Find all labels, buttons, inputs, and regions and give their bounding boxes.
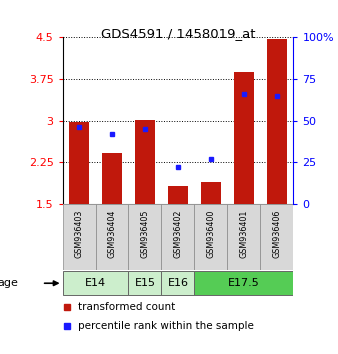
Bar — [135, 120, 155, 204]
Bar — [267, 39, 287, 204]
FancyBboxPatch shape — [162, 272, 194, 295]
Text: E14: E14 — [85, 278, 106, 288]
Text: GDS4591 / 1458019_at: GDS4591 / 1458019_at — [101, 27, 256, 40]
FancyBboxPatch shape — [227, 204, 260, 270]
Text: GSM936403: GSM936403 — [74, 210, 83, 258]
Text: GSM936404: GSM936404 — [107, 210, 117, 258]
FancyBboxPatch shape — [63, 204, 96, 270]
Text: GSM936406: GSM936406 — [272, 210, 282, 258]
Text: percentile rank within the sample: percentile rank within the sample — [77, 321, 254, 331]
FancyBboxPatch shape — [194, 272, 293, 295]
Text: GSM936400: GSM936400 — [207, 210, 215, 258]
FancyBboxPatch shape — [63, 272, 128, 295]
Text: GSM936402: GSM936402 — [173, 210, 183, 258]
FancyBboxPatch shape — [260, 204, 293, 270]
Bar — [234, 72, 254, 204]
FancyBboxPatch shape — [162, 204, 194, 270]
FancyBboxPatch shape — [96, 204, 128, 270]
Bar — [102, 153, 122, 204]
FancyBboxPatch shape — [194, 204, 227, 270]
Text: GSM936405: GSM936405 — [141, 210, 149, 258]
Text: E17.5: E17.5 — [228, 278, 260, 288]
Text: transformed count: transformed count — [77, 302, 175, 312]
FancyBboxPatch shape — [128, 272, 162, 295]
Text: E16: E16 — [167, 278, 189, 288]
Bar — [69, 122, 89, 204]
Text: E15: E15 — [135, 278, 155, 288]
FancyBboxPatch shape — [128, 204, 162, 270]
Bar — [168, 186, 188, 204]
Bar — [201, 182, 221, 204]
Text: age: age — [0, 278, 19, 288]
Text: GSM936401: GSM936401 — [239, 210, 248, 258]
